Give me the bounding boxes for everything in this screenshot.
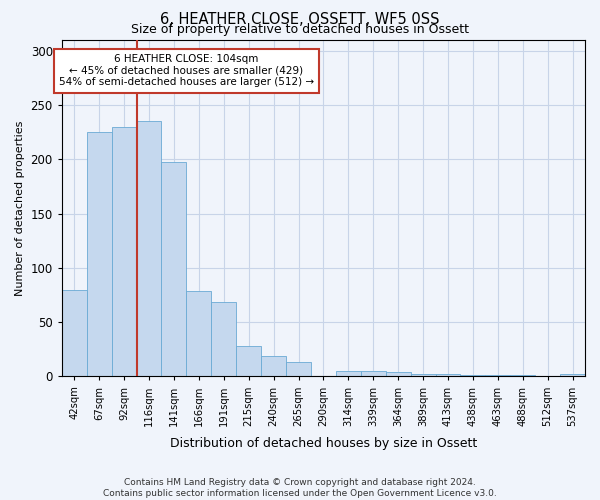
Bar [286, 362, 311, 376]
Y-axis label: Number of detached properties: Number of detached properties [15, 120, 25, 296]
Bar [137, 122, 161, 376]
Text: 6 HEATHER CLOSE: 104sqm
← 45% of detached houses are smaller (429)
54% of semi-d: 6 HEATHER CLOSE: 104sqm ← 45% of detache… [59, 54, 314, 88]
Bar [211, 302, 236, 376]
Bar [436, 374, 460, 376]
X-axis label: Distribution of detached houses by size in Ossett: Distribution of detached houses by size … [170, 437, 477, 450]
Bar [336, 371, 361, 376]
Bar [261, 356, 286, 376]
Bar [112, 127, 137, 376]
Bar [187, 290, 211, 376]
Bar [87, 132, 112, 376]
Bar [62, 290, 87, 376]
Text: 6, HEATHER CLOSE, OSSETT, WF5 0SS: 6, HEATHER CLOSE, OSSETT, WF5 0SS [160, 12, 440, 28]
Bar [386, 372, 410, 376]
Text: Size of property relative to detached houses in Ossett: Size of property relative to detached ho… [131, 22, 469, 36]
Bar [161, 162, 187, 376]
Bar [361, 371, 386, 376]
Bar [236, 346, 261, 376]
Text: Contains HM Land Registry data © Crown copyright and database right 2024.
Contai: Contains HM Land Registry data © Crown c… [103, 478, 497, 498]
Bar [560, 374, 585, 376]
Bar [410, 374, 436, 376]
